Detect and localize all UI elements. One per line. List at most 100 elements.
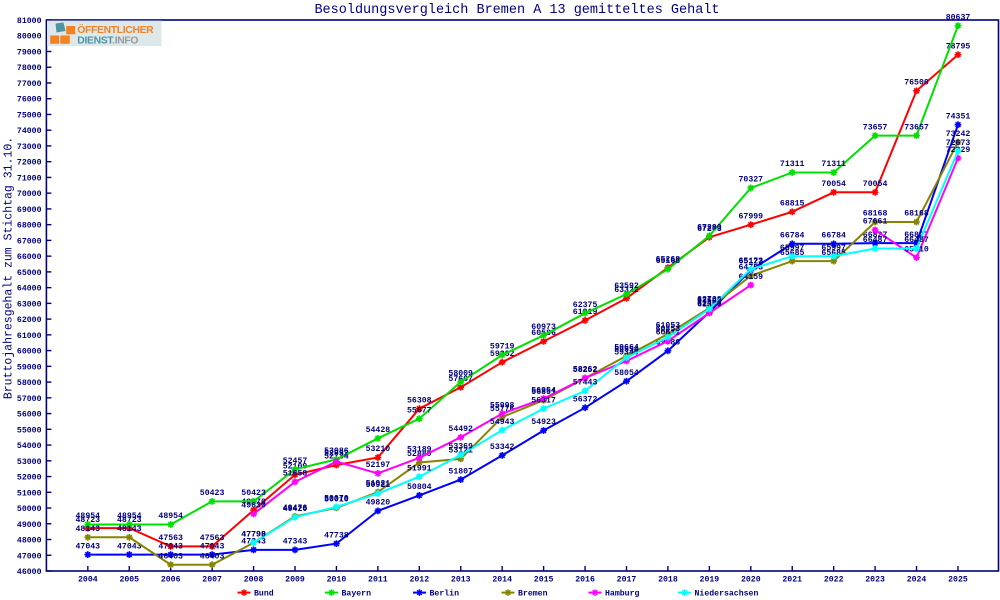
svg-text:52000: 52000 xyxy=(17,474,42,483)
svg-text:53342: 53342 xyxy=(490,443,515,452)
svg-text:51807: 51807 xyxy=(448,467,473,476)
svg-text:52952: 52952 xyxy=(324,449,349,458)
svg-text:53210: 53210 xyxy=(366,445,391,454)
svg-text:62708: 62708 xyxy=(697,296,722,305)
svg-text:63322: 63322 xyxy=(614,286,639,295)
svg-text:80000: 80000 xyxy=(17,33,42,42)
svg-text:51991: 51991 xyxy=(407,464,432,473)
svg-text:2022: 2022 xyxy=(824,576,844,585)
svg-text:55677: 55677 xyxy=(407,406,432,415)
svg-text:59664: 59664 xyxy=(614,344,639,353)
svg-text:65000: 65000 xyxy=(17,269,42,278)
svg-text:65997: 65997 xyxy=(821,244,846,253)
svg-text:50000: 50000 xyxy=(17,505,42,514)
svg-text:64000: 64000 xyxy=(17,285,42,294)
svg-text:62451: 62451 xyxy=(697,300,722,309)
svg-text:66487: 66487 xyxy=(863,236,888,245)
svg-text:75000: 75000 xyxy=(17,111,42,120)
svg-text:58054: 58054 xyxy=(614,369,639,378)
svg-text:66000: 66000 xyxy=(17,253,42,262)
svg-text:48723: 48723 xyxy=(117,516,142,525)
svg-text:73000: 73000 xyxy=(17,143,42,152)
svg-text:53086: 53086 xyxy=(324,447,349,456)
svg-text:65122: 65122 xyxy=(739,258,764,267)
svg-text:53000: 53000 xyxy=(17,458,42,467)
svg-text:48143: 48143 xyxy=(117,525,142,534)
svg-text:68000: 68000 xyxy=(17,222,42,231)
svg-text:62375: 62375 xyxy=(573,301,598,310)
svg-text:71000: 71000 xyxy=(17,174,42,183)
svg-text:65997: 65997 xyxy=(780,244,805,253)
svg-text:59719: 59719 xyxy=(490,343,515,352)
svg-text:47738: 47738 xyxy=(324,531,349,540)
svg-text:2004: 2004 xyxy=(78,576,98,585)
svg-text:53121: 53121 xyxy=(448,447,473,456)
svg-text:2020: 2020 xyxy=(741,576,761,585)
svg-text:48723: 48723 xyxy=(76,516,101,525)
svg-text:53189: 53189 xyxy=(407,446,432,455)
svg-text:66827: 66827 xyxy=(904,231,929,240)
svg-text:Bremen: Bremen xyxy=(518,589,548,598)
svg-text:68168: 68168 xyxy=(904,210,929,219)
svg-text:51000: 51000 xyxy=(17,489,42,498)
svg-text:2014: 2014 xyxy=(492,576,512,585)
svg-text:2017: 2017 xyxy=(617,576,637,585)
svg-text:73657: 73657 xyxy=(904,123,929,132)
svg-text:51021: 51021 xyxy=(366,480,391,489)
svg-text:66784: 66784 xyxy=(821,232,846,241)
svg-text:47043: 47043 xyxy=(117,542,142,551)
svg-text:55998: 55998 xyxy=(490,401,515,410)
svg-text:2015: 2015 xyxy=(534,576,554,585)
svg-text:71311: 71311 xyxy=(780,160,805,169)
svg-text:50921: 50921 xyxy=(366,481,391,490)
svg-text:62390: 62390 xyxy=(697,301,722,310)
svg-text:55000: 55000 xyxy=(17,426,42,435)
svg-text:Besoldungsvergleich Bremen A 1: Besoldungsvergleich Bremen A 13 gemittel… xyxy=(314,3,719,18)
svg-text:64159: 64159 xyxy=(739,273,764,282)
svg-text:56851: 56851 xyxy=(531,388,556,397)
svg-text:56372: 56372 xyxy=(573,395,598,404)
svg-text:ÖFFENTLICHER: ÖFFENTLICHER xyxy=(77,23,154,36)
svg-text:66827: 66827 xyxy=(863,231,888,240)
svg-text:60973: 60973 xyxy=(531,323,556,332)
svg-text:74351: 74351 xyxy=(946,112,971,121)
svg-text:57443: 57443 xyxy=(573,379,598,388)
svg-text:46403: 46403 xyxy=(158,552,183,561)
svg-text:60000: 60000 xyxy=(17,348,42,357)
svg-text:67290: 67290 xyxy=(697,224,722,233)
svg-text:56308: 56308 xyxy=(407,396,432,405)
svg-text:48954: 48954 xyxy=(117,512,142,521)
svg-text:49630: 49630 xyxy=(241,502,266,511)
svg-text:70000: 70000 xyxy=(17,190,42,199)
svg-text:56000: 56000 xyxy=(17,411,42,420)
svg-text:2005: 2005 xyxy=(119,576,139,585)
svg-text:50010: 50010 xyxy=(324,496,349,505)
svg-text:65173: 65173 xyxy=(739,257,764,266)
svg-text:Hamburg: Hamburg xyxy=(605,588,639,598)
svg-text:2012: 2012 xyxy=(409,576,429,585)
svg-text:62642: 62642 xyxy=(697,297,722,306)
svg-text:2025: 2025 xyxy=(948,576,968,585)
svg-text:58000: 58000 xyxy=(17,379,42,388)
svg-text:47563: 47563 xyxy=(200,534,225,543)
svg-text:47563: 47563 xyxy=(158,534,183,543)
svg-text:78795: 78795 xyxy=(946,42,971,51)
svg-text:47798: 47798 xyxy=(241,530,266,539)
svg-text:2021: 2021 xyxy=(782,576,802,585)
svg-text:59554: 59554 xyxy=(614,345,639,354)
svg-text:59000: 59000 xyxy=(17,363,42,372)
svg-text:59340: 59340 xyxy=(614,349,639,358)
svg-text:66784: 66784 xyxy=(780,232,805,241)
svg-text:47043: 47043 xyxy=(76,542,101,551)
svg-text:70054: 70054 xyxy=(863,180,888,189)
svg-text:47043: 47043 xyxy=(200,542,225,551)
svg-text:67999: 67999 xyxy=(739,212,764,221)
svg-text:72673: 72673 xyxy=(946,139,971,148)
svg-text:2006: 2006 xyxy=(161,576,181,585)
svg-text:74000: 74000 xyxy=(17,127,42,136)
svg-text:65268: 65268 xyxy=(656,255,681,264)
svg-text:81000: 81000 xyxy=(17,17,42,26)
svg-text:Bayern: Bayern xyxy=(342,589,372,598)
svg-text:DIENST.INFO: DIENST.INFO xyxy=(77,35,138,46)
svg-text:47000: 47000 xyxy=(17,552,42,561)
